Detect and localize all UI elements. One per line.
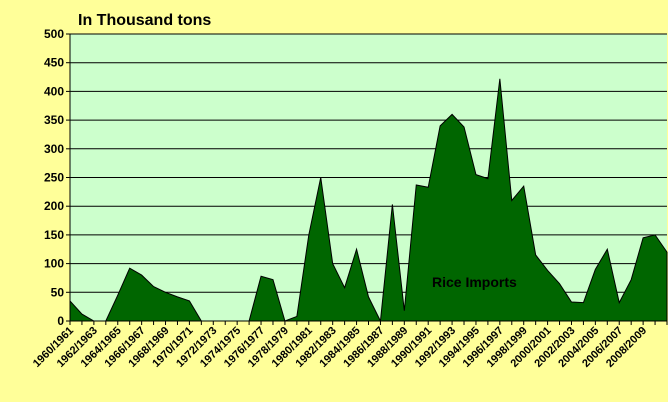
- y-tick-label: 50: [51, 285, 65, 299]
- annotation: Rice Imports: [432, 274, 517, 290]
- y-tick-label: 0: [57, 314, 64, 328]
- y-tick-label: 500: [44, 27, 64, 41]
- area: [69, 78, 668, 323]
- y-tick-label: 150: [44, 228, 64, 242]
- y-tick-label: 400: [44, 84, 64, 98]
- y-tick-label: 300: [44, 142, 64, 156]
- chart-title: In Thousand tons: [78, 12, 211, 29]
- y-tick-label: 100: [44, 257, 64, 271]
- y-tick-label: 450: [44, 56, 64, 70]
- y-tick-label: 350: [44, 113, 64, 127]
- y-tick-label: 200: [44, 199, 64, 213]
- y-tick-label: 250: [44, 171, 64, 185]
